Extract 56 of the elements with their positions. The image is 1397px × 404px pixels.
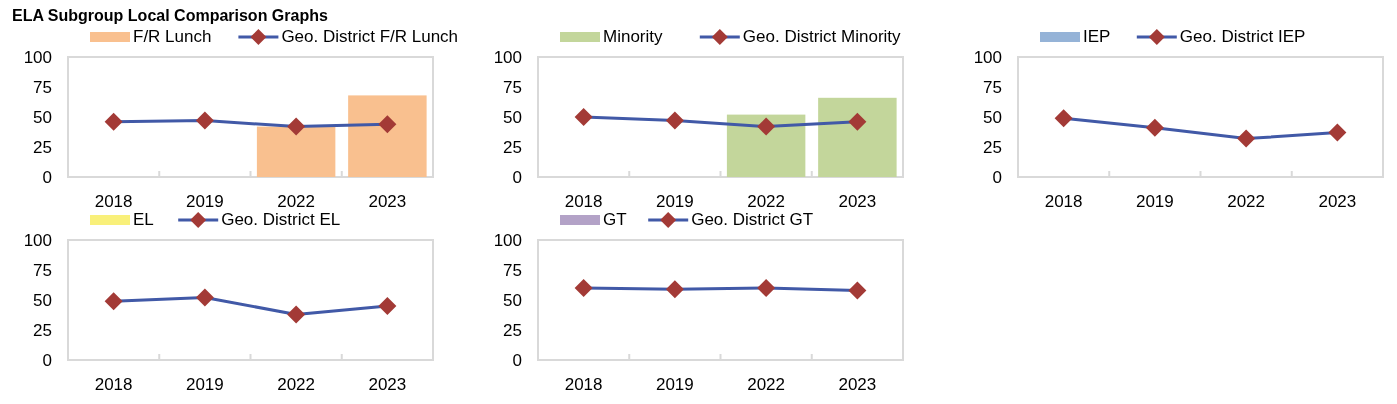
x-tick-label: 2023 (838, 375, 877, 394)
y-tick-label: 75 (33, 77, 52, 97)
x-tick-label: 2022 (747, 192, 786, 211)
y-tick-label: 25 (503, 320, 522, 340)
legend-label: Geo. District GT (691, 210, 814, 229)
y-tick-label: 25 (33, 320, 52, 340)
legend-label: IEP (1083, 27, 1111, 46)
y-tick-label: 75 (503, 260, 522, 280)
x-tick-label: 2022 (277, 375, 316, 394)
y-tick-label: 100 (493, 47, 522, 67)
x-tick-label: 2019 (1135, 192, 1174, 211)
y-tick-label: 100 (973, 47, 1002, 67)
y-tick-label: 0 (512, 167, 522, 187)
y-tick-label: 50 (503, 107, 522, 127)
y-tick-label: 100 (23, 230, 52, 250)
x-tick-label: 2018 (564, 192, 603, 211)
y-tick-label: 75 (33, 260, 52, 280)
x-tick-label: 2023 (368, 192, 407, 211)
legend-label: Geo. District F/R Lunch (281, 27, 459, 46)
x-tick-label: 2022 (747, 375, 786, 394)
y-tick-label: 25 (503, 137, 522, 157)
y-tick-label: 75 (503, 77, 522, 97)
x-tick-label: 2022 (1227, 192, 1266, 211)
y-tick-label: 25 (33, 137, 52, 157)
x-tick-label: 2018 (564, 375, 603, 394)
y-tick-label: 0 (512, 350, 522, 370)
legend-label: Geo. District Minority (742, 27, 902, 46)
x-tick-label: 2019 (655, 192, 694, 211)
legend-label: Minority (603, 27, 664, 46)
y-tick-label: 0 (42, 350, 52, 370)
y-tick-label: 0 (992, 167, 1002, 187)
y-tick-label: 50 (33, 290, 52, 310)
x-tick-label: 2022 (277, 192, 316, 211)
x-tick-label: 2018 (94, 192, 133, 211)
y-tick-label: 50 (503, 290, 522, 310)
legend-label: GT (603, 210, 627, 229)
x-tick-label: 2019 (655, 375, 694, 394)
y-tick-label: 75 (983, 77, 1002, 97)
y-tick-label: 100 (23, 47, 52, 67)
legend-label: EL (133, 210, 154, 229)
legend-label: Geo. District IEP (1179, 27, 1306, 46)
x-tick-label: 2023 (1318, 192, 1357, 211)
x-tick-label: 2023 (838, 192, 877, 211)
legend-label: Geo. District EL (221, 210, 341, 229)
legend-label: F/R Lunch (133, 27, 212, 46)
x-tick-label: 2018 (1044, 192, 1083, 211)
y-tick-label: 100 (493, 230, 522, 250)
y-tick-label: 50 (33, 107, 52, 127)
x-tick-label: 2019 (185, 375, 224, 394)
x-tick-label: 2019 (185, 192, 224, 211)
y-tick-label: 50 (983, 107, 1002, 127)
x-tick-label: 2023 (368, 375, 407, 394)
x-tick-label: 2018 (94, 375, 133, 394)
y-tick-label: 0 (42, 167, 52, 187)
y-tick-label: 25 (983, 137, 1002, 157)
chart-title: ELA Subgroup Local Comparison Graphs (12, 7, 328, 24)
